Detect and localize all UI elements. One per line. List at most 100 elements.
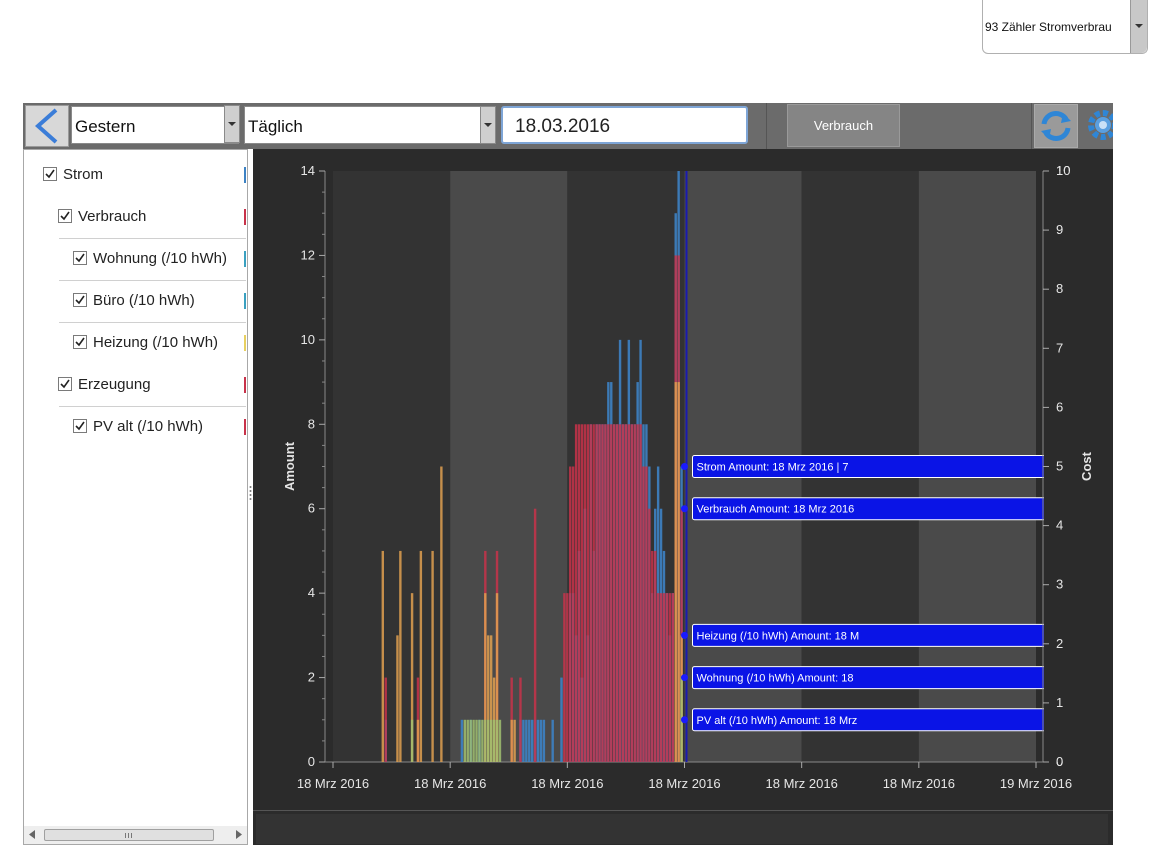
tree-item[interactable]: Strom	[43, 164, 224, 186]
grid-band	[450, 171, 568, 762]
bar	[633, 424, 636, 762]
bar	[416, 719, 420, 762]
arrow-left-icon[interactable]	[29, 830, 35, 839]
y-right-tick-label: 2	[1056, 636, 1063, 651]
tree-item[interactable]: PV alt (/10 hWh)	[73, 416, 224, 438]
tree-item[interactable]: Heizung (/10 hWh)	[73, 332, 224, 354]
bar	[489, 719, 493, 762]
bar	[624, 424, 628, 762]
tree-item-label: Heizung (/10 hWh)	[93, 334, 219, 351]
bar	[630, 424, 633, 762]
tooltip-marker	[681, 463, 688, 470]
tree-checkbox[interactable]	[73, 251, 87, 265]
tree-item-label: Wohnung (/10 hWh)	[93, 250, 227, 267]
bar	[607, 424, 610, 762]
checkmark-icon	[75, 421, 85, 431]
interval-dropdown-arrow[interactable]	[480, 106, 496, 144]
series-tree: Strom Verbrauch Wohnung (/10 hWh) Büro (/10…	[23, 149, 248, 845]
bar	[475, 719, 478, 762]
tree-item[interactable]: Büro (/10 hWh)	[73, 290, 224, 312]
bar	[513, 719, 516, 762]
tree-item[interactable]: Wohnung (/10 hWh)	[73, 248, 227, 270]
y-right-tick-label: 6	[1056, 399, 1063, 414]
tree-checkbox[interactable]	[58, 377, 72, 391]
bar	[645, 466, 648, 762]
interval-select[interactable]: Täglich	[244, 106, 496, 144]
bar	[522, 719, 525, 762]
bar	[601, 424, 604, 762]
bar	[574, 424, 578, 762]
verbrauch-button[interactable]: Verbrauch	[787, 104, 900, 147]
bar	[671, 593, 674, 762]
toolbar-divider	[766, 103, 767, 149]
panel-splitter[interactable]	[248, 149, 253, 845]
period-select[interactable]: Gestern	[71, 106, 239, 144]
bar	[487, 719, 490, 762]
period-dropdown[interactable]	[224, 105, 240, 144]
chart-scroll-bar	[253, 810, 1113, 845]
tree-item[interactable]: Erzeugung	[58, 374, 224, 396]
chevron-down-icon	[484, 123, 492, 127]
y-tick-label: 6	[308, 501, 315, 516]
tooltip-marker	[681, 674, 688, 682]
tree-item[interactable]: Verbrauch	[58, 206, 224, 228]
bar	[492, 719, 496, 762]
y-tick-label: 12	[301, 247, 315, 262]
bar	[618, 424, 622, 762]
bar	[612, 424, 616, 762]
back-button[interactable]	[25, 105, 69, 147]
horizontal-scrollbar[interactable]	[24, 826, 247, 844]
series-color-marker	[244, 167, 246, 183]
y-right-tick-label: 3	[1056, 577, 1063, 592]
x-tick-label: 18 Mrz 2016	[297, 776, 369, 791]
arrow-right-icon[interactable]	[236, 830, 242, 839]
tree-item-label: PV alt (/10 hWh)	[93, 418, 204, 435]
x-tick-label: 18 Mrz 2016	[531, 776, 603, 791]
bar	[563, 593, 566, 762]
bar	[431, 550, 434, 762]
tree-item-label: Büro (/10 hWh)	[93, 292, 195, 309]
bar	[656, 593, 660, 762]
bar	[484, 719, 487, 762]
settings-button[interactable]	[1081, 104, 1113, 148]
tree-checkbox[interactable]	[73, 419, 87, 433]
bar	[381, 550, 384, 762]
chevron-left-icon	[34, 108, 58, 144]
checkmark-icon	[60, 211, 70, 221]
period-select-value: Gestern	[75, 117, 136, 136]
tree-checkbox[interactable]	[73, 293, 87, 307]
bar	[472, 719, 475, 762]
y-right-axis-title: Cost	[1079, 451, 1094, 481]
grip-icon	[125, 833, 132, 838]
x-tick-label: 18 Mrz 2016	[414, 776, 486, 791]
tree-item-label: Strom	[63, 166, 104, 183]
tooltip-label: Verbrauch Amount: 18 Mrz 2016	[697, 504, 855, 516]
series-color-marker	[244, 293, 246, 309]
refresh-button[interactable]	[1034, 104, 1078, 148]
period-dropdown-arrow[interactable]	[224, 105, 240, 143]
y-tick-label: 2	[308, 670, 315, 685]
meter-dropdown-arrow[interactable]	[1130, 0, 1147, 53]
bar	[478, 719, 481, 762]
y-axis-title: Amount	[282, 441, 297, 491]
meter-select[interactable]: 93 Zähler Stromverbrau	[982, 0, 1148, 54]
series-color-marker	[244, 209, 246, 225]
date-input[interactable]: 18.03.2016	[501, 106, 748, 144]
grid-band	[333, 171, 451, 762]
bar	[498, 719, 502, 762]
tree-checkbox[interactable]	[58, 209, 72, 223]
tree-checkbox[interactable]	[73, 335, 87, 349]
chart-scroll-track[interactable]	[256, 814, 1108, 844]
bar	[662, 593, 666, 762]
tree-separator	[59, 322, 246, 323]
tree-checkbox[interactable]	[43, 167, 57, 181]
series-color-marker	[244, 377, 246, 393]
bar	[665, 593, 669, 762]
bar	[399, 550, 402, 762]
tree-item-label: Erzeugung	[78, 376, 151, 393]
scrollbar-thumb[interactable]	[44, 829, 214, 841]
y-tick-label: 0	[308, 754, 315, 769]
tooltip-marker	[681, 631, 688, 639]
checkmark-icon	[45, 169, 55, 179]
